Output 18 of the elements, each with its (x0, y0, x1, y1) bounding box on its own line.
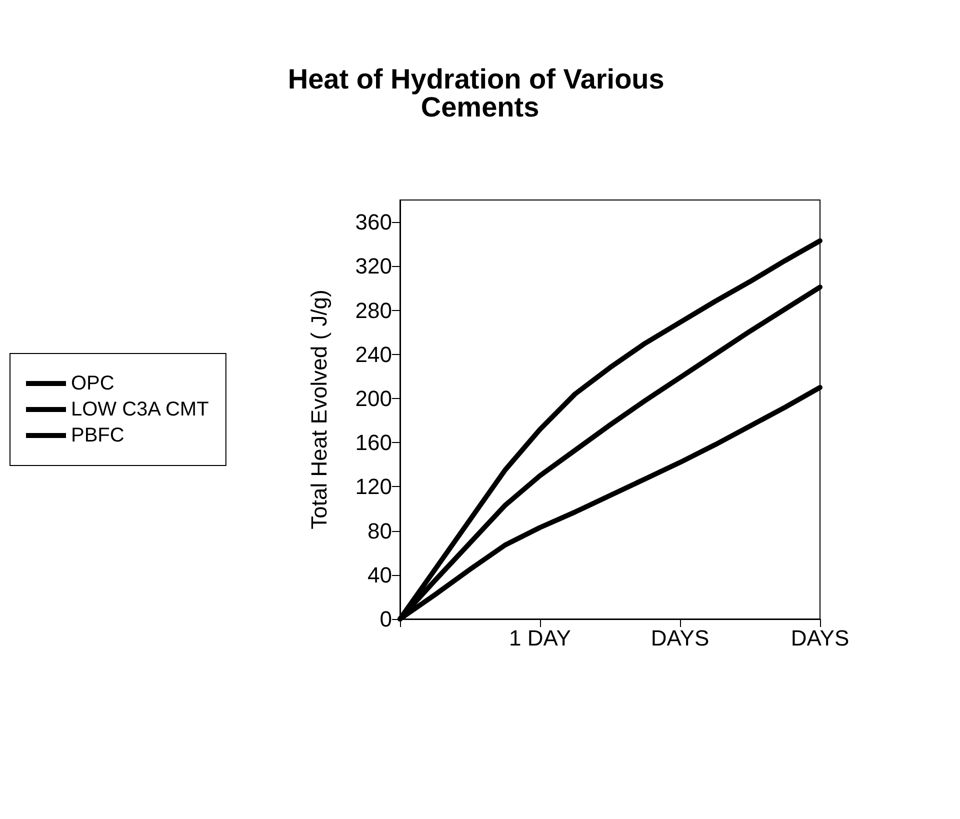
x-tick-label: DAYS (790, 626, 850, 650)
y-tick-label: 80 (368, 518, 392, 544)
y-tick-label: 240 (355, 342, 392, 367)
y-tick-label: 280 (355, 298, 392, 323)
y-tick-label: 320 (355, 254, 392, 279)
x-tick-label: DAYS (650, 626, 710, 650)
y-tick-label: 200 (355, 386, 392, 411)
y-axis-title: Total Heat Evolved ( J/g) (306, 290, 332, 530)
y-tick-label: 40 (368, 562, 392, 588)
y-tick-label: 360 (355, 210, 392, 235)
y-tick-label: 0 (380, 606, 392, 632)
legend-label: PBFC (71, 424, 124, 446)
chart-title: Heat of Hydration of Various Cements (288, 64, 672, 122)
legend-label: OPC (71, 372, 114, 394)
y-tick-label: 160 (355, 430, 392, 456)
x-tick-label: 1 DAY (509, 626, 572, 650)
legend-label: LOW C3A CMT (71, 398, 209, 420)
y-tick-label: 120 (355, 474, 392, 500)
